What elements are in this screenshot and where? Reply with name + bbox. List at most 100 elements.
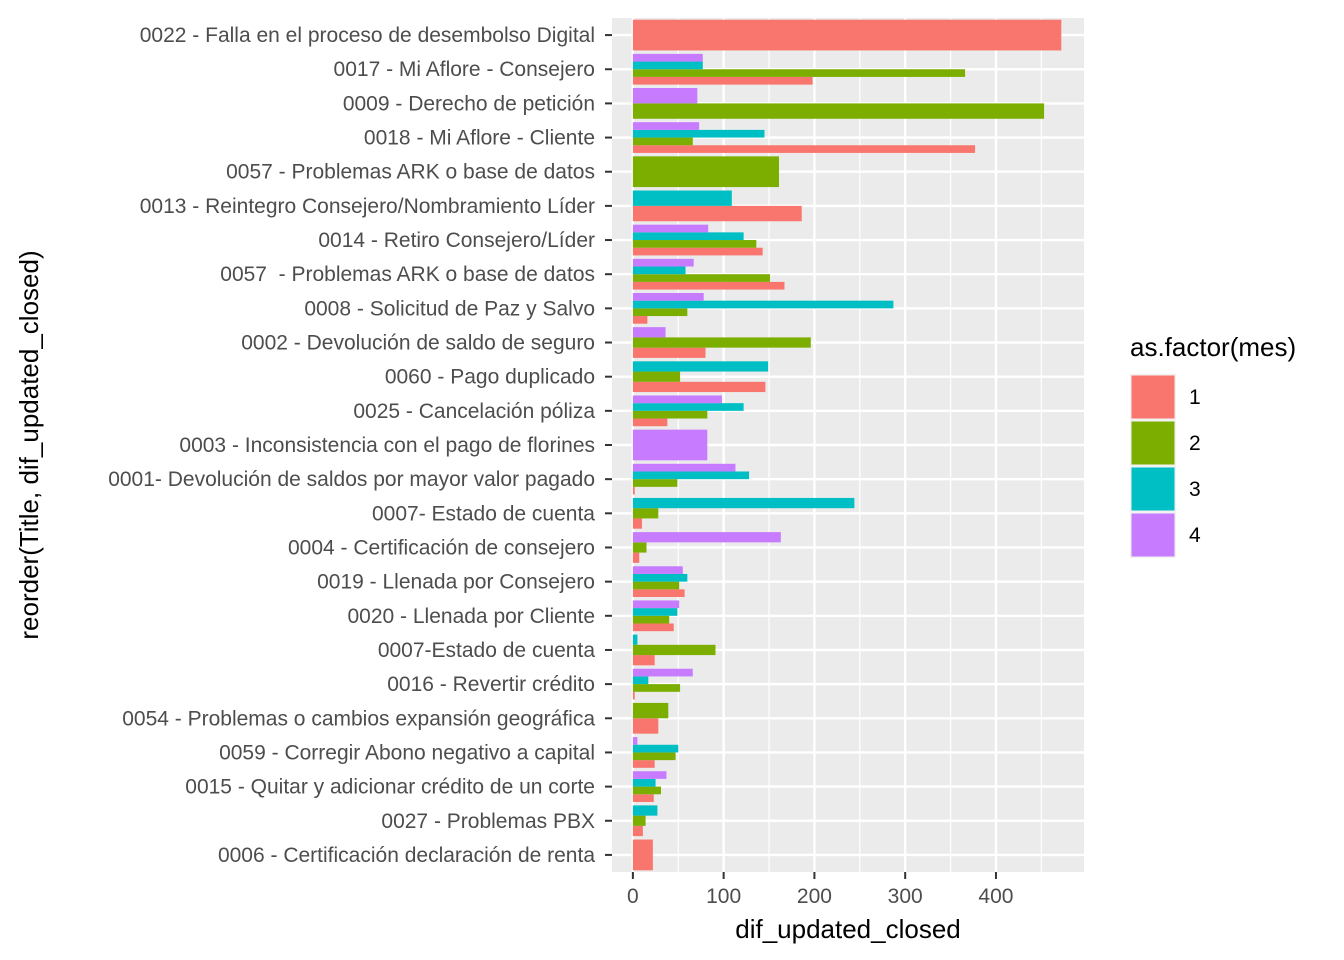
bar	[632, 122, 700, 130]
bar	[632, 760, 655, 768]
bar	[632, 232, 744, 241]
x-tick-label: 400	[978, 885, 1013, 908]
y-tick-label: 0008 - Solicitud de Paz y Salvo	[304, 297, 595, 320]
bar	[632, 786, 662, 795]
legend-title: as.factor(mes)	[1130, 332, 1296, 362]
bar	[632, 479, 678, 487]
bar	[632, 418, 668, 427]
y-tick-label: 0057 - Problemas ARK o base de datos	[220, 263, 595, 286]
legend-label: 2	[1189, 432, 1201, 455]
bar	[632, 371, 681, 382]
bar	[632, 691, 635, 700]
bar	[632, 684, 681, 692]
y-tick-label: 0054 - Problemas o cambios expansión geo…	[122, 707, 595, 730]
bar	[632, 224, 709, 233]
legend-swatch	[1131, 513, 1175, 557]
bar	[632, 19, 1062, 51]
bar	[632, 508, 659, 519]
bar	[632, 403, 744, 411]
y-tick-label: 0057 - Problemas ARK o base de datos	[226, 161, 595, 184]
bar	[632, 634, 638, 645]
bar	[632, 825, 643, 837]
bar	[632, 88, 698, 104]
bar	[632, 676, 649, 685]
y-tick-label: 0019 - Llenada por Consejero	[317, 571, 595, 594]
bar	[632, 308, 688, 317]
legend-swatch	[1131, 467, 1175, 511]
bar	[632, 668, 693, 677]
bar	[632, 300, 894, 309]
bar	[632, 581, 680, 590]
bar	[632, 589, 685, 598]
bar	[632, 615, 670, 624]
y-tick-label: 0017 - Mi Aflore - Consejero	[334, 58, 595, 81]
y-tick-label: 0007- Estado de cuenta	[372, 502, 595, 525]
bars-group	[632, 19, 1062, 871]
bar	[632, 623, 674, 632]
y-tick-label: 0015 - Quitar y adicionar crédito de un …	[185, 776, 595, 799]
bar	[632, 327, 666, 338]
bar	[632, 552, 640, 563]
bar	[632, 129, 765, 138]
bar	[632, 76, 813, 85]
bar	[632, 361, 769, 372]
bar	[632, 137, 693, 146]
y-axis: 0022 - Falla en el proceso de desembolso…	[108, 24, 612, 867]
y-tick-label: 0025 - Cancelación póliza	[353, 400, 595, 423]
bar	[632, 258, 694, 267]
bar	[632, 644, 716, 656]
bar	[632, 410, 708, 419]
bar	[632, 752, 676, 761]
bar	[632, 395, 722, 404]
y-tick-label: 0060 - Pago duplicado	[385, 366, 595, 389]
legend-swatch	[1131, 421, 1175, 465]
bar	[632, 771, 667, 779]
legend-label: 4	[1189, 524, 1201, 547]
bar	[632, 566, 683, 574]
bar	[632, 292, 704, 301]
bar	[632, 655, 655, 666]
bar	[632, 778, 656, 787]
x-axis-title: dif_updated_closed	[735, 914, 961, 944]
x-axis: 0 100 200 300 400	[627, 872, 1013, 908]
x-tick-label: 300	[888, 885, 923, 908]
bar	[632, 702, 669, 719]
y-tick-label: 0022 - Falla en el proceso de desembolso…	[140, 24, 595, 47]
y-tick-label: 0006 - Certificación declaración de rent…	[218, 844, 595, 867]
legend-label: 1	[1189, 386, 1201, 409]
bar	[632, 145, 976, 153]
bar	[632, 497, 855, 509]
y-tick-label: 0004 - Certificación de consejero	[288, 536, 595, 559]
legend: as.factor(mes) 1 2 3 4	[1130, 332, 1296, 558]
bar	[632, 532, 781, 543]
y-axis-title: reorder(Title, dif_updated_closed)	[14, 250, 44, 639]
y-tick-label: 0027 - Problemas PBX	[381, 810, 595, 833]
bar	[632, 240, 757, 248]
y-tick-label: 0013 - Reintegro Consejero/Nombramiento …	[140, 195, 595, 218]
bar	[632, 190, 732, 206]
bar	[632, 205, 802, 222]
legend-label: 3	[1189, 478, 1201, 501]
y-tick-label: 0059 - Corregir Abono negativo a capital	[219, 741, 595, 764]
bar	[632, 103, 1045, 119]
bar	[632, 69, 966, 77]
y-tick-label: 0020 - Llenada por Cliente	[347, 605, 595, 628]
y-tick-label: 0009 - Derecho de petición	[343, 92, 595, 115]
bar	[632, 608, 678, 616]
bar	[632, 794, 654, 802]
bar	[632, 718, 659, 734]
bar	[632, 542, 647, 553]
bar	[632, 247, 763, 256]
y-tick-label: 0014 - Retiro Consejero/Líder	[318, 229, 595, 252]
bar	[632, 815, 646, 826]
bar	[632, 281, 785, 290]
bar	[632, 471, 750, 480]
bar	[632, 463, 736, 472]
bar	[632, 381, 766, 393]
x-tick-label: 100	[706, 885, 741, 908]
y-tick-label: 0016 - Revertir crédito	[387, 673, 595, 696]
bar	[632, 266, 686, 275]
bar	[632, 518, 642, 529]
y-tick-label: 0003 - Inconsistencia con el pago de flo…	[179, 434, 595, 457]
